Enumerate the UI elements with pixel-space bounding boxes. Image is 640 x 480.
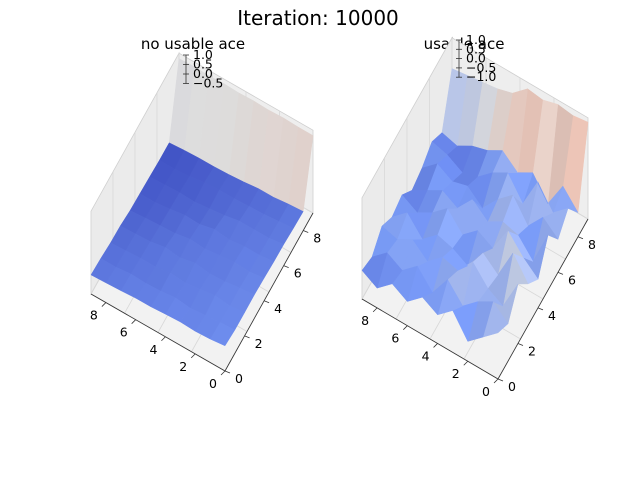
y-tick <box>537 307 544 311</box>
axes: 0 2 4 6 8 0 2 4 6 8 1.00.50.0−0.5 <box>90 47 321 391</box>
y-tick-label: 4 <box>548 308 556 323</box>
z-tick-label: 1.0 <box>193 47 213 62</box>
x-tick-label: 6 <box>391 331 399 346</box>
x-axis-line <box>90 293 226 372</box>
surface <box>90 58 314 347</box>
y-tick <box>577 236 584 240</box>
x-tick-label: 8 <box>90 308 98 323</box>
z-tick-label: −0.5 <box>193 76 223 91</box>
x-tick <box>101 302 107 307</box>
z-tick-label: 0.0 <box>193 66 213 81</box>
z-tick-label: −1.0 <box>466 69 496 84</box>
surface-patch <box>90 258 117 284</box>
x-tick-label: 2 <box>452 366 460 381</box>
y-tick <box>263 300 270 304</box>
figure-title: Iteration: 10000 <box>237 6 399 30</box>
x-tick-label: 0 <box>209 376 217 391</box>
x-tick <box>372 307 378 313</box>
x-tick-label: 6 <box>120 325 128 340</box>
y-tick <box>283 265 289 269</box>
y-tick-label: 4 <box>274 301 282 316</box>
x-tick <box>403 325 408 330</box>
surface-plot-usable-ace: 0 2 4 6 8 0 2 4 6 8 1.00.50.0−0.5−1.0 <box>361 32 596 399</box>
surface-patch <box>361 252 388 289</box>
y-tick-label: 6 <box>294 266 302 281</box>
y-tick <box>497 378 504 382</box>
x-tick <box>463 360 469 366</box>
z-tick-label: 0.5 <box>466 41 486 56</box>
x-tick-label: 0 <box>482 384 490 399</box>
x-tick <box>220 370 226 376</box>
axes: 0 2 4 6 8 0 2 4 6 8 1.00.50.0−0.5−1.0 <box>361 32 596 399</box>
y-tick-label: 0 <box>508 379 516 394</box>
subplot-title-usable-ace: usable ace <box>424 35 505 53</box>
x-tick <box>131 319 136 324</box>
surface <box>361 68 589 343</box>
x-tick <box>190 353 196 359</box>
y-tick-label: 8 <box>588 237 596 252</box>
y-tick <box>517 343 524 346</box>
y-axis-line <box>224 212 314 372</box>
x-tick <box>433 343 438 348</box>
x-axis-line <box>361 298 499 380</box>
subplot-no-usable-ace: no usable ace 0 2 4 6 8 0 2 4 6 8 1.00.50.0−0.5 <box>90 35 321 391</box>
z-tick-label: −0.5 <box>466 60 496 75</box>
y-tick <box>303 230 309 233</box>
x-tick-label: 4 <box>149 342 157 357</box>
surface-plot-no-usable-ace: 0 2 4 6 8 0 2 4 6 8 1.00.50.0−0.5 <box>90 47 321 391</box>
z-tick-label: 0.0 <box>466 51 486 66</box>
z-tick-label: 1.0 <box>466 32 486 47</box>
x-tick-label: 4 <box>422 348 430 363</box>
x-tick-label: 2 <box>179 359 187 374</box>
y-tick <box>244 335 250 339</box>
y-tick-label: 2 <box>255 336 263 351</box>
y-tick-label: 8 <box>313 231 321 246</box>
x-tick <box>493 378 499 384</box>
y-tick-label: 6 <box>568 272 576 287</box>
subplot-title-no-usable-ace: no usable ace <box>141 35 245 53</box>
y-tick <box>224 370 231 374</box>
y-tick-label: 2 <box>528 343 536 358</box>
y-tick <box>557 271 564 275</box>
x-tick-label: 8 <box>361 313 369 328</box>
x-tick <box>161 336 166 342</box>
y-tick-label: 0 <box>235 371 243 386</box>
z-tick-label: 0.5 <box>193 57 213 72</box>
y-axis-line <box>497 218 589 380</box>
subplot-usable-ace: usable ace 0 2 4 6 8 0 2 4 6 8 1.00.50.0−0.5−1.0 <box>361 32 596 399</box>
